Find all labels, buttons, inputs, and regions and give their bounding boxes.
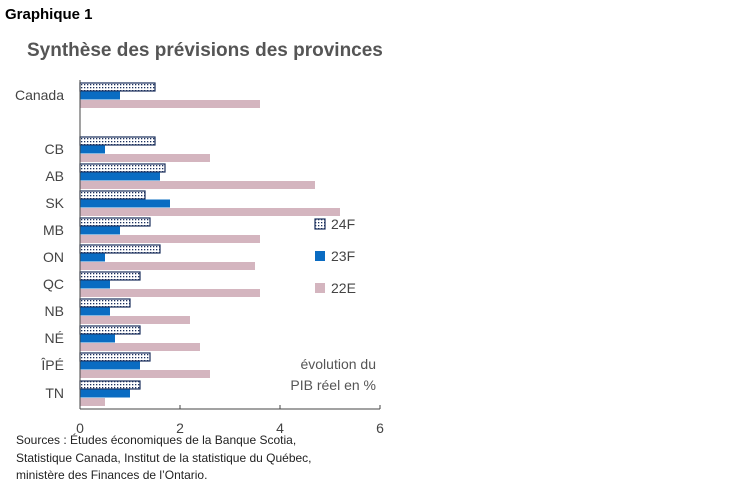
x-tick-label: 4 [276, 420, 284, 436]
units-annotation: PIB réel en % [290, 377, 376, 393]
category-label: QC [43, 276, 64, 292]
bar-23F [80, 199, 170, 208]
category-label: Canada [15, 87, 64, 103]
source-line: ministère des Finances de l’Ontario. [16, 468, 208, 482]
units-annotation: évolution du [300, 356, 376, 372]
legend-label: 23F [331, 248, 355, 264]
bar-22E [80, 316, 190, 324]
bar-22E [80, 398, 105, 406]
bar-24F [79, 325, 141, 335]
bar-22E [80, 370, 210, 378]
bar-24F [79, 136, 156, 146]
legend-label: 22E [331, 280, 356, 296]
legend-label: 24F [331, 216, 355, 232]
bar-22E [80, 100, 260, 108]
category-label: ÎPÉ [40, 357, 64, 373]
bar-23F [80, 145, 105, 154]
bar-22E [80, 181, 315, 189]
bar-24F [79, 244, 161, 254]
category-label: CB [45, 141, 64, 157]
chart-title: Synthèse des prévisions des provinces [27, 40, 383, 61]
bar-23F [80, 91, 120, 100]
bar-24F [79, 82, 156, 92]
source-line: Sources : Études économiques de la Banqu… [16, 433, 297, 447]
legend-swatch [315, 251, 325, 261]
bar-24F [79, 190, 146, 200]
bar-24F [79, 271, 141, 281]
category-label: ON [43, 249, 64, 265]
bar-23F [80, 172, 160, 181]
category-label: MB [43, 222, 64, 238]
bar-24F [79, 298, 131, 308]
bar-22E [80, 262, 255, 270]
x-tick-label: 2 [176, 420, 184, 436]
bar-23F [80, 334, 115, 343]
bar-23F [80, 280, 110, 289]
bar-23F [80, 389, 130, 398]
bar-23F [80, 307, 110, 316]
category-label: TN [45, 385, 64, 401]
bar-24F [79, 380, 141, 390]
bar-22E [80, 343, 200, 351]
bar-24F [79, 217, 151, 227]
bar-22E [80, 235, 260, 243]
source-line: Statistique Canada, Institut de la stati… [16, 450, 312, 465]
bar-23F [80, 361, 140, 370]
bar-24F [79, 352, 151, 362]
bar-22E [80, 208, 340, 216]
x-tick-label: 0 [76, 420, 84, 436]
category-label: AB [45, 168, 64, 184]
legend-swatch [314, 218, 326, 230]
legend-swatch [315, 283, 325, 293]
figure-label: Graphique 1 [5, 6, 93, 23]
category-label: NB [45, 303, 64, 319]
category-label: SK [45, 195, 64, 211]
bar-22E [80, 289, 260, 297]
x-tick-label: 6 [376, 420, 384, 436]
category-label: NÉ [45, 330, 64, 346]
bar-23F [80, 226, 120, 235]
bar-22E [80, 154, 210, 162]
source-note: Sources : Études économiques de la Banqu… [16, 432, 312, 485]
bar-23F [80, 253, 105, 262]
bar-24F [79, 163, 166, 173]
